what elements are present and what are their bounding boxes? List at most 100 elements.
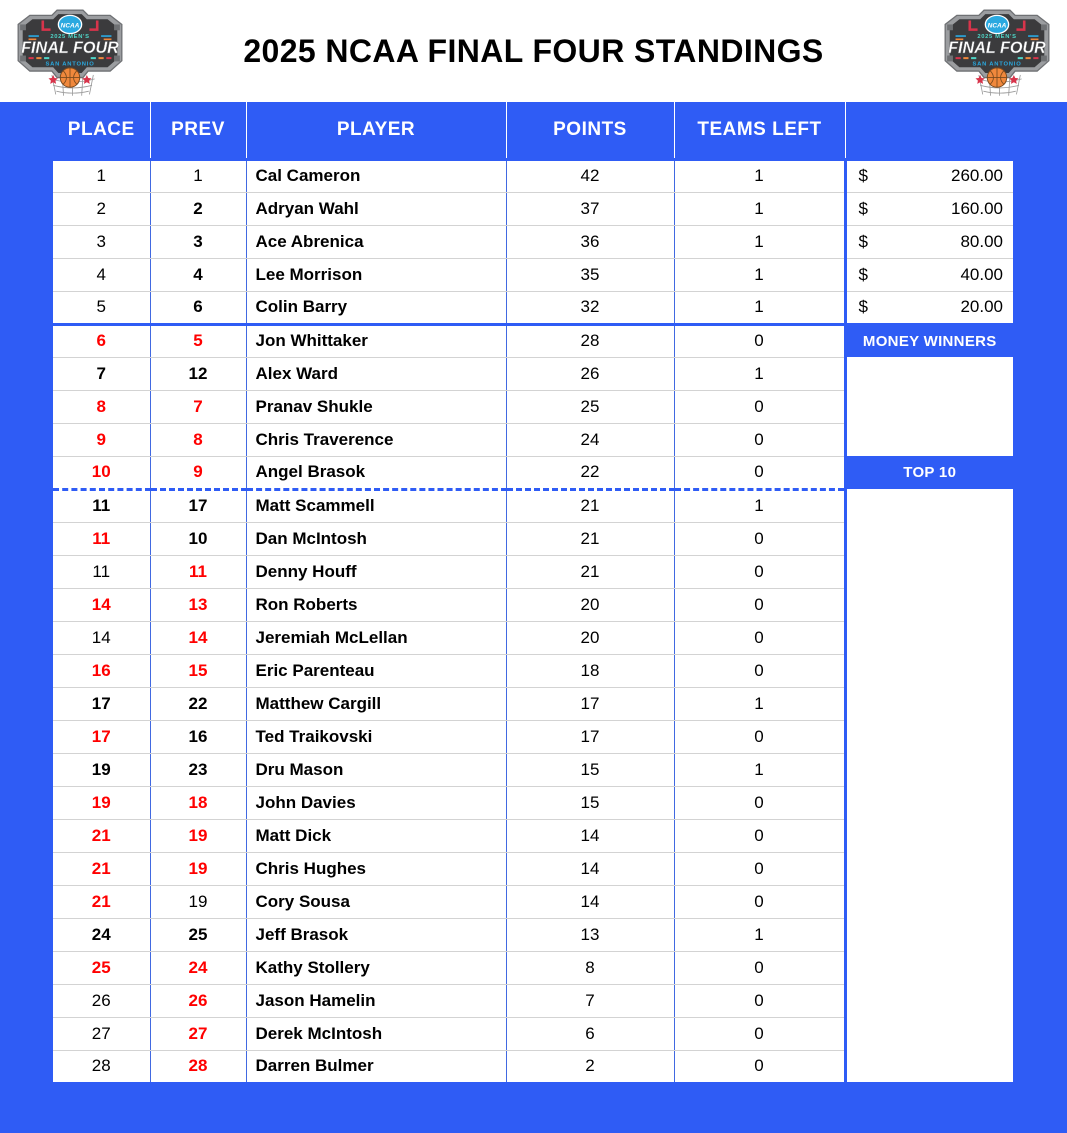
cell-teams-left: 0 [673, 885, 845, 919]
table-row[interactable]: 11 11 Denny Houff 21 0 [53, 555, 1013, 589]
table-row[interactable]: 7 12 Alex Ward 26 1 [53, 357, 1013, 391]
prev-value: 19 [188, 825, 208, 845]
cell-prev: 22 [149, 687, 246, 721]
cell-prev: 4 [149, 258, 246, 292]
svg-text:SAN ANTONIO: SAN ANTONIO [45, 61, 94, 67]
table-row[interactable]: 19 18 John Davies 15 0 [53, 786, 1013, 820]
side-panel-blank [843, 687, 1013, 720]
table-row[interactable]: 24 25 Jeff Brasok 13 1 [53, 918, 1013, 952]
cell-prev: 15 [149, 654, 246, 688]
cell-points: 15 [505, 786, 674, 820]
cell-place: 8 [53, 390, 150, 424]
cell-prev: 10 [149, 522, 246, 556]
table-row[interactable]: 28 28 Darren Bulmer 2 0 [53, 1050, 1013, 1085]
cell-player: Pranav Shukle [245, 390, 506, 424]
cell-points: 2 [505, 1050, 674, 1085]
cell-place: 9 [53, 423, 150, 457]
cell-place: 5 [53, 291, 150, 325]
cell-prev: 17 [149, 487, 246, 523]
side-panel-blank [843, 522, 1013, 555]
cell-player: Jon Whittaker [245, 322, 506, 358]
cell-place: 19 [53, 786, 150, 820]
table-row[interactable]: 25 24 Kathy Stollery 8 0 [53, 951, 1013, 985]
cell-teams-left: 1 [673, 157, 845, 193]
table-body: 1 1 Cal Cameron 42 1 $260.00 2 2 Adryan Wahl 37 1 $… [53, 157, 1013, 1085]
side-panel-blank [843, 1017, 1013, 1050]
prev-value: 13 [188, 594, 208, 614]
table-row[interactable]: 9 8 Chris Traverence 24 0 [53, 423, 1013, 457]
cell-teams-left: 0 [673, 654, 845, 688]
cell-place: 27 [53, 1017, 150, 1051]
place-value: 4 [96, 264, 106, 284]
prev-value: 7 [193, 396, 203, 416]
currency-symbol: $ [858, 297, 868, 316]
place-value: 24 [91, 924, 111, 944]
side-panel-blank [843, 588, 1013, 621]
table-row[interactable]: 2 2 Adryan Wahl 37 1 $160.00 [53, 192, 1013, 226]
table-row[interactable]: 14 14 Jeremiah McLellan 20 0 [53, 621, 1013, 655]
side-panel-blank [843, 819, 1013, 852]
table-row[interactable]: 8 7 Pranav Shukle 25 0 [53, 390, 1013, 424]
cell-player: Cal Cameron [245, 157, 506, 193]
table-row[interactable]: 26 26 Jason Hamelin 7 0 [53, 984, 1013, 1018]
prev-value: 1 [193, 166, 203, 185]
table-row[interactable]: 11 17 Matt Scammell 21 1 [53, 487, 1013, 523]
cell-player: Colin Barry [245, 291, 506, 325]
prev-value: 19 [188, 891, 208, 911]
table-row[interactable]: 3 3 Ace Abrenica 36 1 $80.00 [53, 225, 1013, 259]
table-row[interactable]: 4 4 Lee Morrison 35 1 $40.00 [53, 258, 1013, 292]
column-header-place[interactable]: PLACE [53, 102, 150, 159]
cell-teams-left: 0 [673, 390, 845, 424]
place-value: 19 [91, 759, 111, 779]
cell-prev: 25 [149, 918, 246, 952]
cell-place: 25 [53, 951, 150, 985]
prev-value: 28 [188, 1056, 208, 1075]
cell-points: 17 [505, 720, 674, 754]
cell-place: 11 [53, 487, 150, 523]
table-row[interactable]: 21 19 Cory Sousa 14 0 [53, 885, 1013, 919]
prize-amount: 80.00 [960, 231, 1003, 251]
prev-value: 3 [193, 231, 203, 251]
column-header-points[interactable]: POINTS [505, 102, 674, 159]
prev-value: 11 [189, 561, 207, 581]
table-row[interactable]: 5 6 Colin Barry 32 1 $20.00 [53, 291, 1013, 325]
place-value: 27 [91, 1023, 111, 1043]
table-row[interactable]: 11 10 Dan McIntosh 21 0 [53, 522, 1013, 556]
side-panel-blank [843, 1050, 1013, 1085]
table-row[interactable]: 10 9 Angel Brasok 22 0 TOP 10 [53, 456, 1013, 490]
table-row[interactable]: 17 22 Matthew Cargill 17 1 [53, 687, 1013, 721]
table-row[interactable]: 14 13 Ron Roberts 20 0 [53, 588, 1013, 622]
prev-value: 15 [188, 660, 208, 680]
table-row[interactable]: 6 5 Jon Whittaker 28 0 MONEY WINNERS [53, 322, 1013, 358]
place-value: 25 [91, 957, 111, 977]
side-panel-blank [843, 885, 1013, 918]
cell-points: 36 [505, 225, 674, 259]
prev-value: 8 [193, 429, 203, 449]
cell-player: Lee Morrison [245, 258, 506, 292]
cell-points: 24 [505, 423, 674, 457]
place-value: 11 [92, 561, 111, 581]
table-row[interactable]: 19 23 Dru Mason 15 1 [53, 753, 1013, 787]
table-row[interactable]: 21 19 Matt Dick 14 0 [53, 819, 1013, 853]
cell-prev: 14 [149, 621, 246, 655]
cell-teams-left: 1 [673, 753, 845, 787]
table-row[interactable]: 16 15 Eric Parenteau 18 0 [53, 654, 1013, 688]
cell-teams-left: 1 [673, 291, 845, 325]
column-header-prev[interactable]: PREV [149, 102, 246, 159]
column-header-player[interactable]: PLAYER [245, 102, 506, 159]
prev-value: 9 [193, 462, 203, 481]
cell-prev: 19 [149, 885, 246, 919]
table-row[interactable]: 21 19 Chris Hughes 14 0 [53, 852, 1013, 886]
prev-value: 25 [188, 924, 208, 944]
table-row[interactable]: 1 1 Cal Cameron 42 1 $260.00 [53, 157, 1013, 193]
cell-place: 21 [53, 819, 150, 853]
svg-text:SAN ANTONIO: SAN ANTONIO [972, 61, 1021, 67]
prev-value: 16 [188, 726, 208, 746]
table-row[interactable]: 17 16 Ted Traikovski 17 0 [53, 720, 1013, 754]
cell-points: 35 [505, 258, 674, 292]
cell-points: 20 [505, 588, 674, 622]
side-panel-label: TOP 10 [843, 456, 1013, 489]
column-header-teams-left[interactable]: TEAMS LEFT [673, 102, 845, 159]
cell-player: Adryan Wahl [245, 192, 506, 226]
table-row[interactable]: 27 27 Derek McIntosh 6 0 [53, 1017, 1013, 1051]
